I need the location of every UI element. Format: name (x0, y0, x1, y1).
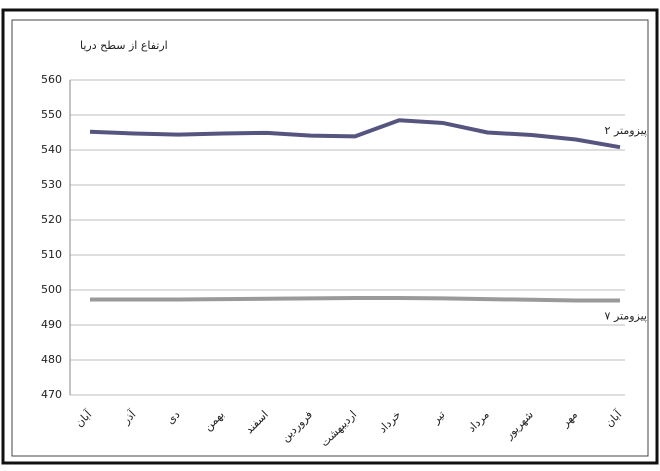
y-tick-label: 530 (41, 178, 62, 191)
y-tick-label: 550 (41, 108, 62, 121)
y-tick-label: 510 (41, 248, 62, 261)
series-label: پیزومتر ۲ (605, 124, 647, 137)
y-axis-label: ارتفاع از سطح دریا (80, 39, 168, 52)
y-tick-label: 490 (41, 318, 62, 331)
chart: ارتفاع از سطح دریا 470 480 490 500 510 520 530… (0, 0, 660, 467)
y-tick-label: 540 (41, 143, 62, 156)
series-label: پیزومتر ۷ (605, 310, 647, 323)
y-tick-label: 520 (41, 213, 62, 226)
y-tick-label: 480 (41, 353, 62, 366)
y-tick-label: 560 (41, 73, 62, 86)
y-tick-label: 500 (41, 283, 62, 296)
y-tick-label: 470 (41, 388, 62, 401)
